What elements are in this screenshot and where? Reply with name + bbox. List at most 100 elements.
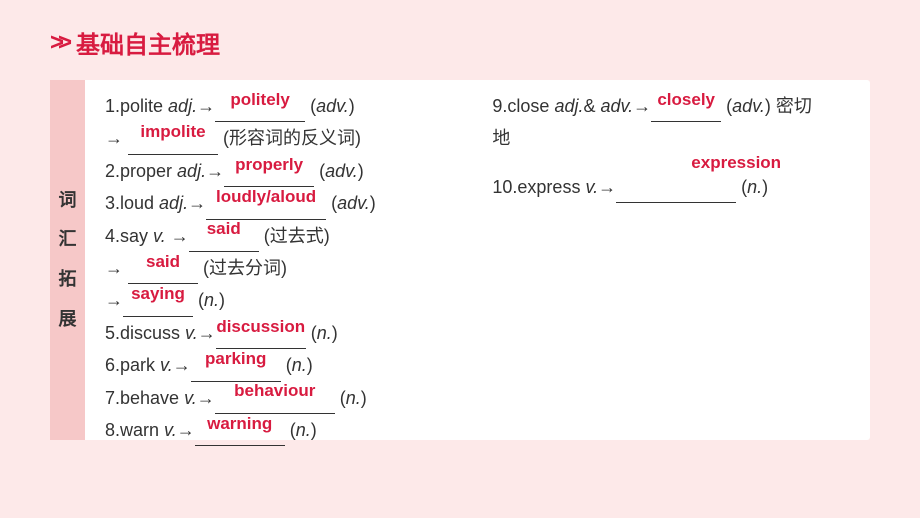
answer: said [189, 214, 259, 245]
note: (过去式) [259, 226, 330, 246]
chevron-icon: >> [50, 29, 66, 57]
answer: loudly/aloud [206, 182, 326, 213]
arrow: → [598, 177, 616, 197]
word: 10.express [492, 177, 585, 197]
pos-type: adv. [732, 96, 765, 116]
paren-close: ) [307, 355, 313, 375]
sidebar-label: 词 汇 拓 展 [50, 80, 85, 440]
answer: parking [191, 344, 281, 375]
word: 6.park [105, 355, 160, 375]
pos: v. [184, 388, 197, 408]
vocab-entry-5: 5.discuss v.→discussion (n.) [105, 317, 492, 349]
paren: ( [281, 355, 292, 375]
pos: v. [164, 420, 177, 440]
paren-close: ) [219, 290, 225, 310]
arrow: → [206, 161, 224, 181]
note: (形容词的反义词) [218, 128, 361, 148]
expression-answer: expression [622, 153, 850, 173]
pos-type: n. [204, 290, 219, 310]
pos: v. [585, 177, 598, 197]
answer: closely [651, 85, 721, 116]
vocab-entry-9: 9.close adj.& adv.→closely (adv.) 密切 [492, 90, 850, 122]
answer-blank: impolite [128, 133, 218, 155]
continuation: 地 [492, 128, 510, 148]
vocab-entry-3: 3.loud adj.→loudly/aloud (adv.) [105, 187, 492, 219]
paren: ( [193, 290, 204, 310]
pos-type: n. [292, 355, 307, 375]
word: 5.discuss [105, 323, 185, 343]
paren: ( [326, 193, 337, 213]
pos: adj. [159, 193, 188, 213]
amp: & [583, 96, 600, 116]
vocab-entry-10: 10.express v.→ (n.) [492, 171, 850, 203]
pos2: adv. [600, 96, 633, 116]
answer: behaviour [215, 376, 335, 407]
answer: warning [195, 409, 285, 440]
answer: politely [215, 85, 305, 116]
pos: v. [185, 323, 198, 343]
pos: adj. [554, 96, 583, 116]
paren-close: ) [332, 323, 338, 343]
word: 1.polite [105, 96, 168, 116]
answer-blank: politely [215, 100, 305, 122]
arrow: → [188, 193, 206, 213]
paren: ( [736, 177, 747, 197]
word: 7.behave [105, 388, 184, 408]
answer-blank: said [189, 230, 259, 252]
word: 9.close [492, 96, 554, 116]
arrow: → [173, 355, 191, 375]
word: 8.warn [105, 420, 164, 440]
pos: adj. [177, 161, 206, 181]
answer: properly [224, 150, 314, 181]
word: 3.loud [105, 193, 159, 213]
paren: ( [285, 420, 296, 440]
paren: ( [306, 323, 317, 343]
arrow: → [198, 323, 216, 343]
pos-type: adv. [316, 96, 349, 116]
pos: v. [160, 355, 173, 375]
paren: ( [721, 96, 732, 116]
sidebar-char: 词 [59, 181, 77, 221]
vocab-entry-8: 8.warn v.→warning (n.) [105, 414, 492, 446]
answer-blank: warning [195, 424, 285, 446]
arrow: → [105, 258, 128, 278]
answer: saying [123, 279, 193, 310]
pos-type: adv. [337, 193, 370, 213]
vocab-entry-9b: 地 [492, 122, 850, 154]
note: (过去分词) [198, 258, 287, 278]
paren: ( [314, 161, 325, 181]
sidebar-char: 拓 [59, 260, 77, 300]
pos-type: n. [317, 323, 332, 343]
pos: adj. [168, 96, 197, 116]
paren-close: ) [762, 177, 768, 197]
answer: impolite [128, 117, 218, 148]
paren: ( [335, 388, 346, 408]
vocab-entry-7: 7.behave v.→behaviour (n.) [105, 382, 492, 414]
main-content: 1.polite adj.→politely (adv.) → impolite… [85, 80, 870, 440]
arrow: → [177, 420, 195, 440]
answer-blank: closely [651, 100, 721, 122]
header-title: 基础自主梳理 [76, 25, 220, 60]
sidebar-char: 展 [59, 300, 77, 340]
paren-close: ) [361, 388, 367, 408]
answer: discussion [216, 312, 306, 343]
arrow: → [105, 128, 128, 148]
section-header: >> 基础自主梳理 [50, 25, 870, 60]
paren-close: ) [370, 193, 376, 213]
paren-close: ) 密切 [765, 96, 812, 116]
answer-blank: saying [123, 295, 193, 317]
pos: v. [153, 226, 166, 246]
pos-type: n. [296, 420, 311, 440]
right-column: 9.close adj.& adv.→closely (adv.) 密切 地 e… [492, 90, 850, 430]
answer: said [128, 247, 198, 278]
arrow: → [166, 226, 189, 246]
arrow: → [197, 96, 215, 116]
left-column: 1.polite adj.→politely (adv.) → impolite… [105, 90, 492, 430]
paren: ( [305, 96, 316, 116]
pos-type: n. [747, 177, 762, 197]
paren-close: ) [311, 420, 317, 440]
pos-type: adv. [325, 161, 358, 181]
arrow: → [105, 290, 123, 310]
word: 4.say [105, 226, 153, 246]
paren-close: ) [349, 96, 355, 116]
